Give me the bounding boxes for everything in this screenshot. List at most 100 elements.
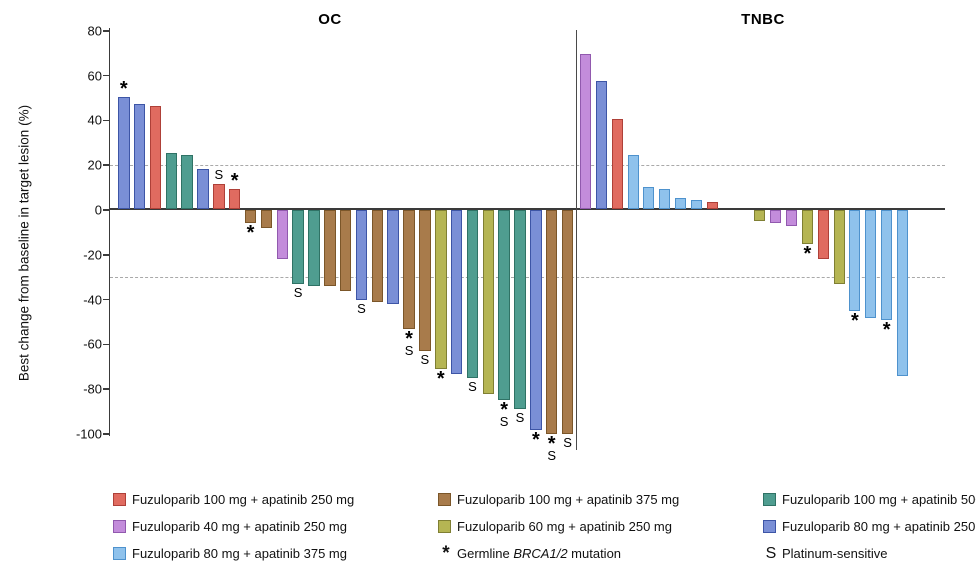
legend-item: S Platinum-sensitive bbox=[763, 545, 976, 563]
bar-tnbc-6 bbox=[659, 188, 671, 209]
y-axis-tick bbox=[102, 343, 109, 346]
y-axis-line bbox=[108, 28, 110, 436]
bar-oc-10 bbox=[260, 210, 273, 228]
bar-oc-1 bbox=[118, 97, 130, 209]
bar-tnbc-1 bbox=[580, 54, 591, 209]
legend-label: Fuzuloparib 100 mg + apatinib 375 mg bbox=[457, 492, 680, 507]
y-tick-label: -60 bbox=[83, 336, 102, 352]
y-axis-tick bbox=[102, 209, 109, 211]
y-tick-label: -100 bbox=[75, 426, 102, 442]
bar-oc-22 bbox=[450, 210, 463, 374]
bar-oc-29 bbox=[561, 210, 574, 434]
bar-tnbc-17 bbox=[833, 210, 845, 284]
bar-tnbc-15 bbox=[801, 210, 813, 244]
bar-tnbc-5 bbox=[643, 186, 655, 209]
bar-oc-14 bbox=[324, 210, 336, 287]
y-axis-tick bbox=[102, 298, 109, 301]
brca-marker: * bbox=[882, 318, 891, 341]
bar-oc-27 bbox=[530, 210, 542, 430]
bar-tnbc-13 bbox=[770, 210, 782, 224]
bar-tnbc-7 bbox=[675, 197, 687, 209]
blue-swatch bbox=[763, 520, 776, 533]
panel-title-oc: OC bbox=[318, 11, 342, 28]
bar-oc-13 bbox=[308, 210, 320, 287]
legend-label: Germline BRCA1/2 mutation bbox=[457, 546, 622, 561]
y-tick-label: 40 bbox=[87, 112, 102, 128]
bar-oc-21 bbox=[435, 210, 447, 370]
y-tick-label: 0 bbox=[94, 202, 102, 218]
bar-tnbc-19 bbox=[865, 210, 877, 318]
legend-label: Fuzuloparib 40 mg + apatinib 250 mg bbox=[132, 519, 347, 534]
y-tick-label: -80 bbox=[83, 381, 102, 397]
lightblue-swatch bbox=[113, 547, 126, 560]
legend-item: Fuzuloparib 100 mg + apatinib 250 mg bbox=[113, 492, 438, 507]
brca-marker: * bbox=[436, 368, 445, 391]
platinum-marker: S bbox=[404, 342, 414, 358]
legend-item: * Germline BRCA1/2 mutation bbox=[438, 542, 763, 564]
reference-line bbox=[110, 165, 945, 167]
bar-oc-18 bbox=[387, 210, 399, 305]
panel-divider bbox=[576, 30, 577, 450]
y-tick-label: 60 bbox=[87, 68, 102, 84]
bar-oc-5 bbox=[181, 155, 193, 209]
legend-label: Fuzuloparib 100 mg + apatinib 500 mg bbox=[782, 492, 976, 507]
legend-label: Fuzuloparib 100 mg + apatinib 250 mg bbox=[132, 492, 355, 507]
bar-oc-12 bbox=[292, 210, 304, 284]
y-axis-tick bbox=[102, 74, 109, 77]
purple-swatch bbox=[113, 520, 126, 533]
platinum-marker-symbol: S bbox=[765, 544, 777, 562]
bar-tnbc-16 bbox=[817, 210, 829, 260]
bar-oc-9 bbox=[244, 210, 257, 224]
bar-oc-6 bbox=[197, 168, 209, 209]
brca-marker: * bbox=[851, 309, 859, 332]
platinum-marker: S bbox=[499, 414, 509, 430]
brca-marker-symbol: * bbox=[442, 542, 450, 564]
y-tick-label: -20 bbox=[83, 247, 102, 263]
brca-marker: * bbox=[405, 327, 413, 350]
platinum-marker: S bbox=[420, 352, 430, 368]
platinum-marker: S bbox=[357, 300, 366, 316]
bar-tnbc-9 bbox=[706, 202, 718, 209]
brca-marker: * bbox=[230, 169, 239, 192]
legend-item: Fuzuloparib 80 mg + apatinib 250 mg bbox=[763, 519, 976, 534]
olive-swatch bbox=[438, 520, 451, 533]
panel-title-tnbc: TNBC bbox=[741, 11, 785, 28]
y-axis-tick bbox=[102, 388, 109, 390]
bar-oc-24 bbox=[482, 210, 495, 394]
y-axis-tick bbox=[102, 433, 109, 435]
y-tick-label: 20 bbox=[87, 157, 102, 173]
platinum-marker: S bbox=[547, 448, 557, 463]
platinum-marker: S bbox=[563, 435, 572, 450]
bar-oc-7 bbox=[213, 184, 225, 209]
bar-oc-17 bbox=[371, 210, 384, 302]
bar-oc-2 bbox=[133, 103, 146, 209]
legend-label: Platinum-sensitive bbox=[782, 546, 888, 561]
bar-oc-28 bbox=[545, 210, 558, 434]
bar-oc-11 bbox=[276, 210, 288, 260]
platinum-marker: S bbox=[468, 379, 477, 394]
legend-label: Fuzuloparib 80 mg + apatinib 375 mg bbox=[132, 546, 347, 561]
bar-tnbc-2 bbox=[595, 81, 607, 209]
y-axis-tick bbox=[102, 30, 109, 32]
y-tick-label: 80 bbox=[87, 23, 102, 39]
zero-baseline bbox=[110, 208, 945, 210]
y-axis-tick bbox=[102, 254, 109, 256]
brca-marker: * bbox=[119, 78, 128, 100]
bar-oc-23 bbox=[466, 210, 479, 378]
bar-oc-26 bbox=[514, 210, 526, 410]
reference-line bbox=[110, 277, 945, 279]
bar-tnbc-21 bbox=[897, 210, 908, 376]
brca-marker: * bbox=[500, 399, 509, 422]
bar-oc-4 bbox=[165, 153, 178, 209]
brca-marker: * bbox=[531, 428, 540, 451]
platinum-marker: S bbox=[293, 284, 303, 300]
bar-tnbc-14 bbox=[786, 210, 798, 226]
legend-item: Fuzuloparib 40 mg + apatinib 250 mg bbox=[113, 519, 438, 534]
bar-tnbc-18 bbox=[849, 210, 861, 311]
bar-oc-20 bbox=[419, 210, 431, 352]
bar-oc-15 bbox=[339, 210, 352, 291]
bar-tnbc-4 bbox=[627, 155, 639, 209]
red-swatch bbox=[113, 493, 126, 506]
